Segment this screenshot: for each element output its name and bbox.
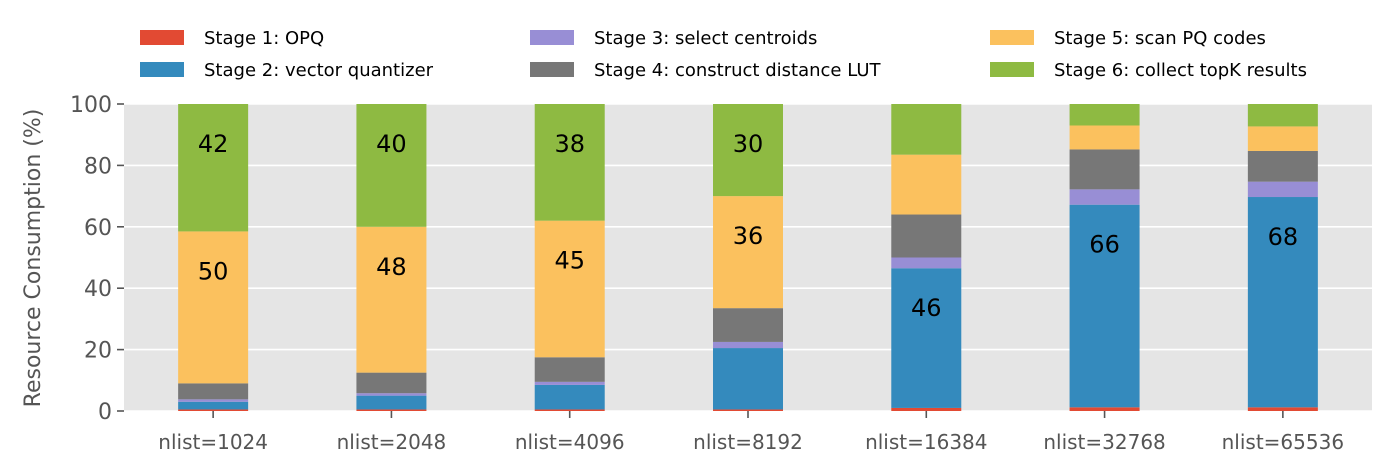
- bar-segment: [891, 154, 962, 215]
- bars: [178, 104, 1318, 411]
- legend-swatch: [530, 30, 574, 45]
- data-label: 68: [1268, 223, 1299, 251]
- bar-segment: [534, 357, 605, 382]
- bar-segment: [356, 393, 427, 396]
- bar-segment: [1247, 407, 1318, 411]
- x-tick-label: nlist=2048: [337, 430, 447, 454]
- bar-segment: [1247, 150, 1318, 182]
- bar-segment: [1069, 189, 1140, 205]
- y-tick-label: 20: [84, 339, 112, 364]
- data-label: 48: [376, 253, 407, 281]
- bar-segment: [713, 409, 783, 411]
- bar-segment: [534, 220, 605, 358]
- bar-segment: [1069, 204, 1140, 408]
- bar-segment: [891, 104, 962, 155]
- bar-segment: [534, 381, 605, 385]
- y-tick-label: 80: [84, 154, 112, 179]
- bar-segment: [713, 348, 783, 410]
- bar-segment: [178, 383, 249, 400]
- x-tick-label: nlist=16384: [865, 430, 987, 454]
- data-labels: 50 42 48 40 45 38 36 30 46 66 68: [198, 130, 1298, 322]
- legend-swatch: [990, 62, 1034, 77]
- x-axis: nlist=1024 nlist=2048 nlist=4096 nlist=8192…: [158, 411, 1344, 454]
- bar-segment: [356, 395, 427, 410]
- y-axis-label: Resource Consumption (%): [21, 109, 46, 408]
- legend-label: Stage 6: collect topK results: [1054, 60, 1307, 81]
- y-tick-label: 60: [84, 216, 112, 241]
- y-tick-label: 100: [70, 93, 112, 118]
- bar-segment: [356, 409, 427, 411]
- bar-segment: [178, 401, 249, 410]
- bar-segment: [1247, 181, 1318, 198]
- bar-segment: [1069, 125, 1140, 150]
- bar-segment: [713, 196, 783, 309]
- bar-segment: [891, 268, 962, 408]
- x-tick-label: nlist=1024: [158, 430, 268, 454]
- bar-segment: [356, 104, 427, 227]
- data-label: 40: [376, 130, 407, 158]
- y-tick-label: 0: [98, 400, 112, 425]
- data-label: 66: [1089, 231, 1120, 259]
- bar-segment: [178, 409, 249, 411]
- legend-label: Stage 4: construct distance LUT: [594, 60, 882, 81]
- bar-segment: [1069, 149, 1140, 190]
- bar-segment: [534, 384, 605, 410]
- legend-swatch: [140, 30, 184, 45]
- bar-segment: [713, 104, 783, 197]
- bar-segment: [534, 104, 605, 221]
- data-label: 42: [198, 130, 229, 158]
- legend-label: Stage 5: scan PQ codes: [1054, 28, 1266, 49]
- bar-segment: [1247, 197, 1318, 408]
- bar-segment: [1247, 104, 1318, 127]
- legend-swatch: [140, 62, 184, 77]
- y-tick-label: 40: [84, 277, 112, 302]
- bar-segment: [178, 399, 249, 402]
- data-label: 45: [554, 247, 585, 275]
- legend-label: Stage 2: vector quantizer: [204, 60, 434, 81]
- bar-segment: [356, 226, 427, 373]
- x-tick-label: nlist=4096: [515, 430, 625, 454]
- bar-segment: [356, 372, 427, 394]
- data-label: 46: [911, 294, 942, 322]
- data-label: 36: [733, 222, 764, 250]
- legend-label: Stage 3: select centroids: [594, 28, 817, 49]
- x-tick-label: nlist=65536: [1222, 430, 1344, 454]
- x-tick-label: nlist=32768: [1043, 430, 1165, 454]
- bar-segment: [1069, 407, 1140, 411]
- data-label: 38: [554, 130, 585, 158]
- bar-segment: [534, 409, 605, 411]
- x-tick-label: nlist=8192: [693, 430, 803, 454]
- bar-segment: [1069, 104, 1140, 126]
- y-axis: 0 20 40 60 80 100: [70, 93, 124, 425]
- legend-swatch: [530, 62, 574, 77]
- data-label: 30: [733, 130, 764, 158]
- legend-label: Stage 1: OPQ: [204, 28, 324, 49]
- bar-segment: [713, 341, 783, 349]
- data-label: 50: [198, 257, 229, 285]
- bar-segment: [178, 231, 249, 384]
- bar-segment: [891, 257, 962, 269]
- legend-swatch: [990, 30, 1034, 45]
- bar-segment: [891, 214, 962, 258]
- legend: Stage 1: OPQ Stage 2: vector quantizer Sta…: [140, 28, 1307, 81]
- bar-segment: [891, 407, 962, 411]
- bar-segment: [178, 104, 249, 232]
- bar-segment: [1247, 126, 1318, 151]
- bar-segment: [713, 308, 783, 342]
